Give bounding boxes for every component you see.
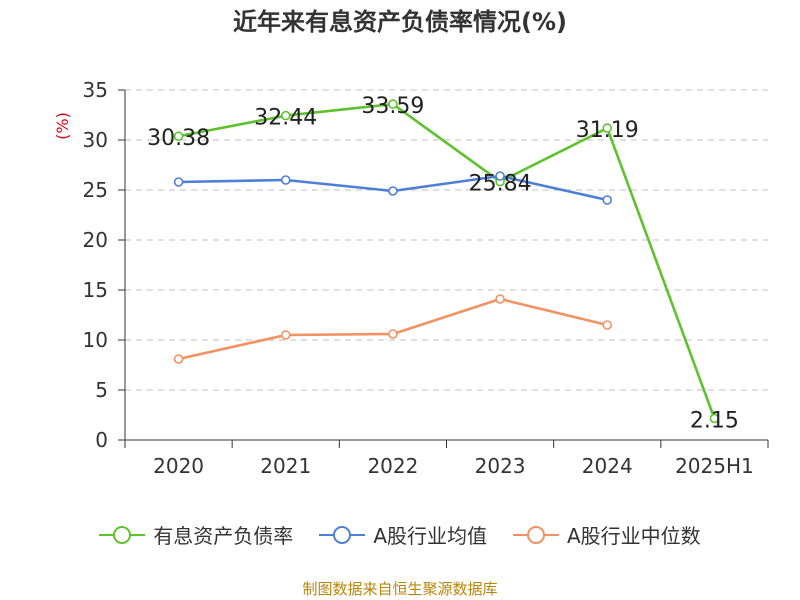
chart-title: 近年来有息资产负债率情况(%) — [233, 8, 567, 36]
legend-marker-series-2 — [319, 525, 366, 544]
legend-label-series-1: 有息资产负债率 — [153, 524, 294, 548]
data-point[interactable] — [388, 186, 398, 196]
y-tick-label: 35 — [83, 78, 108, 102]
data-label: 33.59 — [361, 94, 424, 119]
data-label: 32.44 — [254, 106, 317, 131]
legend-label-series-2: A股行业均值 — [373, 524, 487, 548]
data-label: 25.84 — [469, 172, 532, 197]
data-point[interactable] — [388, 99, 398, 109]
x-tick-label: 2020 — [153, 454, 204, 478]
source-note: 制图数据来自恒生聚源数据库 — [302, 580, 498, 598]
x-tick-label: 2021 — [260, 454, 311, 478]
x-tick-label: 2024 — [582, 454, 633, 478]
data-point[interactable] — [495, 171, 505, 181]
legend-marker-series-1 — [99, 525, 146, 544]
y-tick-label: 25 — [83, 178, 108, 202]
y-axis-label: (%) — [53, 112, 72, 140]
y-tick-label: 30 — [83, 128, 108, 152]
x-tick-label: 2025H1 — [675, 454, 754, 478]
legend-item-series-3[interactable]: A股行业中位数 — [513, 520, 701, 549]
data-label: 30.38 — [147, 126, 210, 151]
series-line-1 — [178, 102, 716, 419]
data-label: 2.15 — [690, 409, 739, 434]
y-tick-label: 0 — [95, 428, 108, 452]
data-point[interactable] — [602, 320, 613, 330]
data-point[interactable] — [602, 195, 613, 205]
series-line-3 — [178, 297, 608, 361]
data-point[interactable] — [173, 177, 184, 187]
legend-item-series-2[interactable]: A股行业均值 — [319, 520, 487, 549]
data-point[interactable] — [709, 413, 720, 424]
data-point[interactable] — [280, 175, 291, 185]
y-tick-label: 20 — [83, 228, 108, 252]
data-point[interactable] — [280, 110, 291, 121]
y-tick-label: 10 — [83, 328, 108, 352]
data-point[interactable] — [495, 294, 505, 304]
legend-marker-series-3 — [513, 525, 559, 544]
data-point[interactable] — [173, 354, 184, 364]
data-point[interactable] — [280, 330, 291, 340]
data-label: 31.19 — [576, 118, 639, 143]
x-tick-label: 2023 — [475, 454, 526, 478]
y-tick-label: 5 — [95, 378, 108, 402]
data-point[interactable] — [388, 329, 398, 339]
legend: 有息资产负债率 A股行业均值 A股行业中位数 — [0, 520, 800, 549]
y-tick-label: 15 — [83, 278, 108, 302]
data-point[interactable] — [602, 123, 613, 133]
legend-item-series-1[interactable]: 有息资产负债率 — [99, 520, 293, 549]
legend-label-series-3: A股行业中位数 — [567, 524, 701, 548]
x-tick-label: 2022 — [367, 454, 418, 478]
data-point[interactable] — [173, 131, 184, 141]
